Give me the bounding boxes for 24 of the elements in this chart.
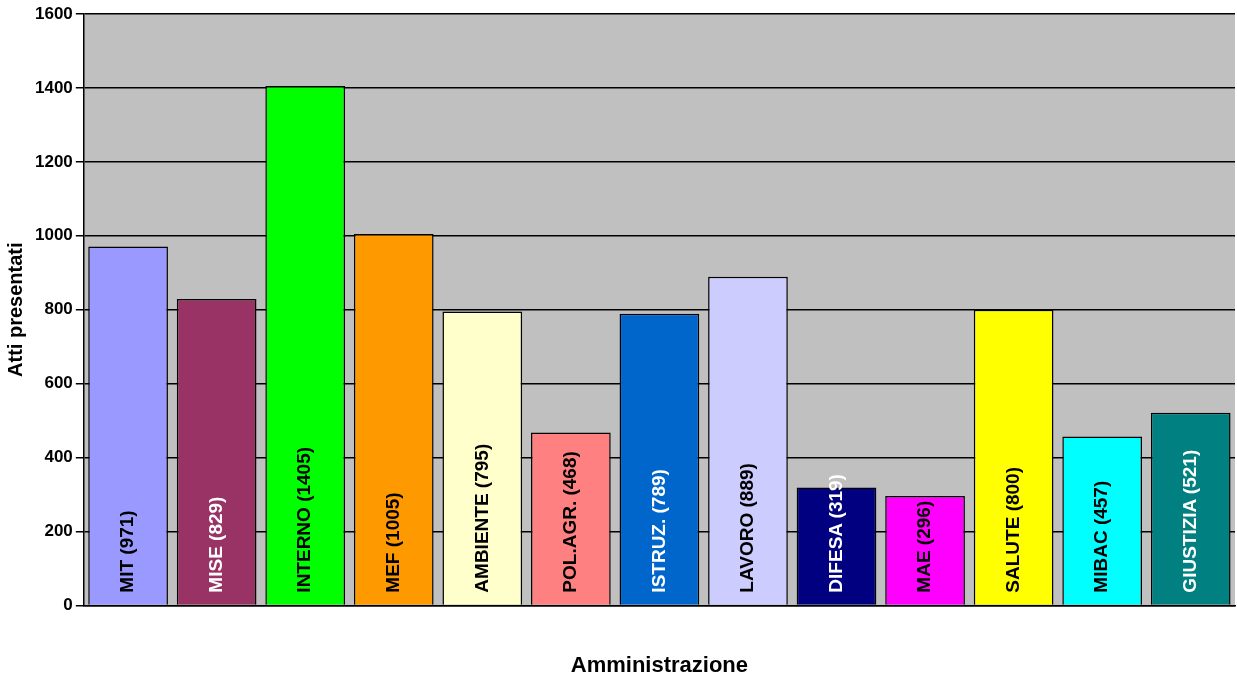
data-label: MEF (1005) [381, 492, 403, 593]
data-label: INTERNO (1405) [293, 446, 315, 593]
data-label: SALUTE (800) [1001, 467, 1023, 593]
y-tick-label: 800 [44, 299, 73, 319]
data-label: MISE (829) [204, 496, 226, 593]
y-tick-label: 1400 [34, 77, 73, 97]
data-label: ISTRUZ. (789) [647, 469, 669, 593]
y-axis-title: Atti presentati [3, 242, 26, 377]
data-label: POL.AGR. (468) [559, 451, 581, 593]
data-label: MAE (296) [913, 500, 935, 593]
y-tick-label: 1000 [34, 225, 73, 245]
data-label: MIBAC (457) [1090, 480, 1112, 593]
data-label: MIT (971) [116, 510, 138, 593]
x-axis-title: Amministrazione [570, 651, 749, 677]
data-label: AMBIENTE (795) [470, 443, 492, 593]
y-tick-label: 1200 [34, 151, 73, 171]
y-tick-label: 1600 [34, 3, 73, 23]
y-tick-label: 400 [44, 447, 73, 467]
data-label: LAVORO (889) [736, 463, 758, 593]
data-label: GIUSTIZIA (521) [1178, 449, 1200, 593]
y-tick-label: 600 [44, 373, 73, 393]
data-label: DIFESA (319) [824, 474, 846, 593]
y-tick-label: 0 [63, 595, 73, 615]
y-tick-label: 200 [44, 521, 73, 541]
